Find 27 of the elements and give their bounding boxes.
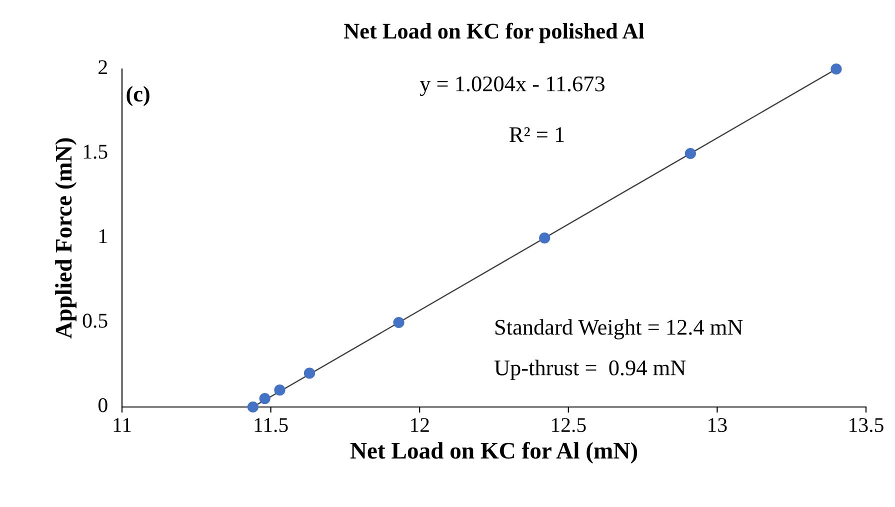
annotation: R² = 1 [510, 127, 564, 142]
x-tick-label: 11 [114, 418, 131, 432]
annotation: Up-thrust = 0.94 mN [494, 360, 686, 380]
point [274, 384, 286, 396]
chart-title: Net Load on KC for polished Al [344, 22, 644, 44]
x-tick-label: 13.5 [850, 418, 884, 432]
point [830, 63, 842, 75]
x-tick-label: 12.5 [552, 418, 586, 432]
point [393, 316, 404, 328]
annotation: Standard Weight = 12.4 mN [495, 319, 743, 340]
x-tick-label: 13 [708, 418, 727, 432]
y-tick-label: 0.5 [82, 314, 108, 328]
x-axis-title: Net Load on KC for Al (mN) [350, 442, 638, 464]
y-tick-label: 1 [100, 229, 107, 244]
y-axis-title: Applied Force (mN) [55, 138, 77, 339]
point [684, 148, 696, 160]
point [539, 232, 550, 244]
y-tick-label: 0 [98, 398, 108, 412]
y-tick-label: 2 [98, 60, 107, 74]
x-tick-label: 12 [411, 418, 429, 432]
point [247, 401, 258, 413]
x-tick-label: 11.5 [254, 418, 288, 432]
point [259, 392, 270, 404]
point [304, 368, 316, 379]
y-tick-label: 1.5 [84, 144, 108, 159]
annotation: y = 1.0204x - 11.673 [420, 76, 604, 96]
annotation: (c) [126, 86, 150, 106]
